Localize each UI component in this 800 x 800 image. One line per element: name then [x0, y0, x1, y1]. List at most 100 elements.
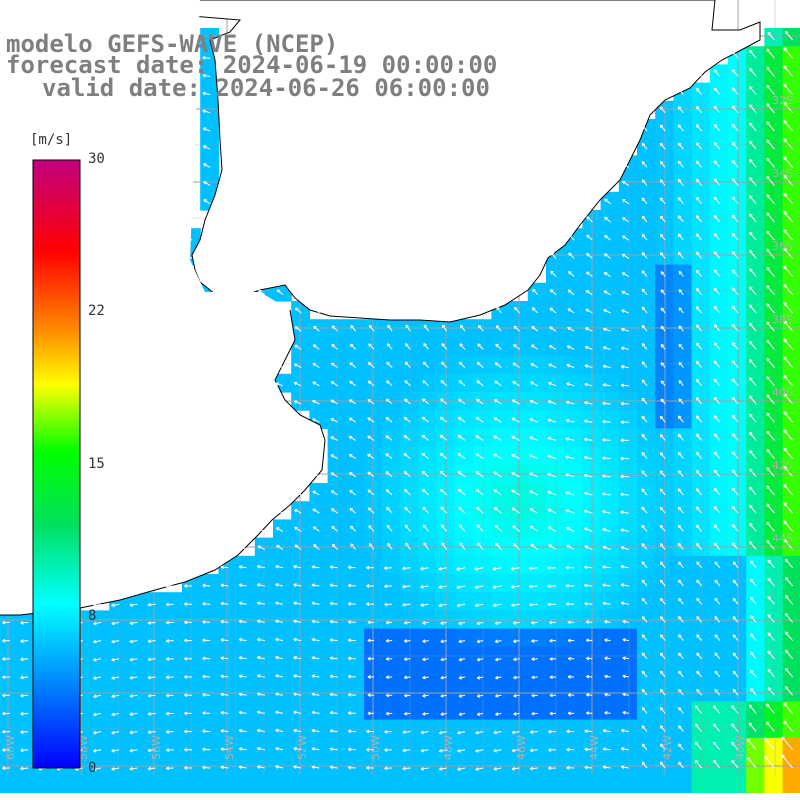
wind-arrow: [766, 357, 775, 368]
field-cell: [182, 665, 201, 684]
field-cell: [709, 774, 729, 793]
wind-arrow: [349, 472, 357, 478]
wind-arrow: [459, 343, 466, 350]
wind-arrow: [440, 694, 447, 698]
wind-arrow: [568, 271, 575, 277]
wind-arrow: [731, 232, 739, 241]
wind-arrow: [275, 583, 284, 587]
wind-arrow: [620, 546, 629, 551]
field-cell: [145, 774, 165, 793]
field-cell: [345, 665, 365, 684]
field-cell: [382, 373, 401, 393]
wind-arrow: [620, 528, 629, 532]
wind-arrow: [583, 565, 593, 570]
wind-arrow: [293, 619, 302, 624]
wind-arrow: [713, 196, 721, 205]
wind-arrow: [714, 616, 721, 623]
wind-arrow: [474, 567, 484, 571]
field-cell: [564, 246, 583, 266]
wind-arrow: [677, 251, 684, 259]
wind-arrow: [731, 378, 739, 387]
wind-arrow: [586, 711, 593, 715]
field-cell: [291, 373, 310, 393]
field-cell: [546, 701, 565, 721]
field-cell: [709, 64, 729, 84]
wind-arrow: [512, 362, 520, 369]
wind-arrow: [660, 380, 666, 387]
wind-arrow: [347, 656, 356, 661]
wind-arrow: [547, 490, 557, 496]
field-cell: [764, 373, 784, 393]
wind-arrow: [567, 620, 575, 625]
wind-arrow: [495, 657, 502, 662]
wind-arrow: [438, 748, 447, 753]
wind-arrow: [677, 178, 684, 186]
wind-arrow: [678, 725, 684, 732]
wind-arrow: [678, 289, 684, 296]
field-cell: [764, 119, 784, 138]
field-cell: [637, 574, 656, 593]
wind-arrow: [713, 178, 721, 186]
field-cell: [618, 519, 638, 539]
field-cell: [600, 228, 620, 247]
field-cell: [637, 210, 656, 229]
wind-arrow: [404, 657, 411, 662]
wind-arrow: [565, 602, 575, 606]
wind-arrow: [603, 271, 611, 278]
field-cell: [546, 373, 565, 393]
wind-arrow: [585, 290, 593, 296]
wind-arrow: [749, 268, 757, 277]
field-cell: [618, 228, 638, 247]
wind-arrow: [476, 380, 484, 387]
wind-arrow: [549, 638, 557, 643]
wind-arrow: [441, 542, 448, 550]
wind-arrow: [677, 542, 684, 550]
wind-arrow: [568, 252, 575, 259]
wind-arrow: [439, 470, 448, 478]
wind-arrow: [202, 145, 211, 150]
wind-arrow: [386, 361, 393, 368]
field-cell: [582, 774, 602, 793]
wind-arrow: [695, 378, 702, 387]
field-cell: [345, 519, 365, 539]
wind-arrow: [547, 602, 557, 607]
field-cell: [764, 191, 784, 211]
wind-arrow: [421, 434, 429, 441]
wind-arrow: [603, 327, 611, 332]
wind-arrow: [731, 451, 739, 459]
field-cell: [418, 355, 438, 375]
wind-arrow: [202, 91, 211, 96]
wind-arrow: [677, 160, 684, 168]
wind-arrow: [766, 430, 775, 441]
wind-arrow: [585, 620, 593, 624]
wind-arrow: [129, 766, 138, 771]
wind-arrow: [678, 325, 684, 332]
wind-arrow: [477, 343, 484, 350]
field-cell: [782, 628, 800, 648]
field-cell: [691, 173, 711, 193]
wind-arrow: [438, 730, 447, 735]
wind-arrow: [439, 452, 448, 459]
wind-arrow: [496, 306, 502, 314]
field-cell: [637, 173, 656, 193]
field-cell: [273, 519, 292, 539]
field-cell: [600, 574, 620, 593]
wind-arrow: [677, 470, 684, 478]
field-cell: [691, 628, 711, 648]
field-cell: [746, 210, 765, 229]
wind-arrow: [493, 471, 502, 478]
wind-arrow: [202, 674, 211, 679]
field-cell: [728, 319, 747, 338]
wind-arrow: [256, 619, 265, 624]
wind-arrow: [420, 585, 429, 589]
wind-arrow: [603, 290, 611, 296]
wind-arrow: [678, 652, 684, 660]
wind-arrow: [457, 434, 466, 441]
field-cell: [691, 228, 711, 247]
field-cell: [236, 628, 256, 648]
wind-arrow: [366, 602, 375, 607]
field-cell: [637, 191, 656, 211]
wind-arrow: [731, 50, 739, 59]
wind-arrow: [147, 602, 156, 607]
field-cell: [764, 701, 784, 721]
